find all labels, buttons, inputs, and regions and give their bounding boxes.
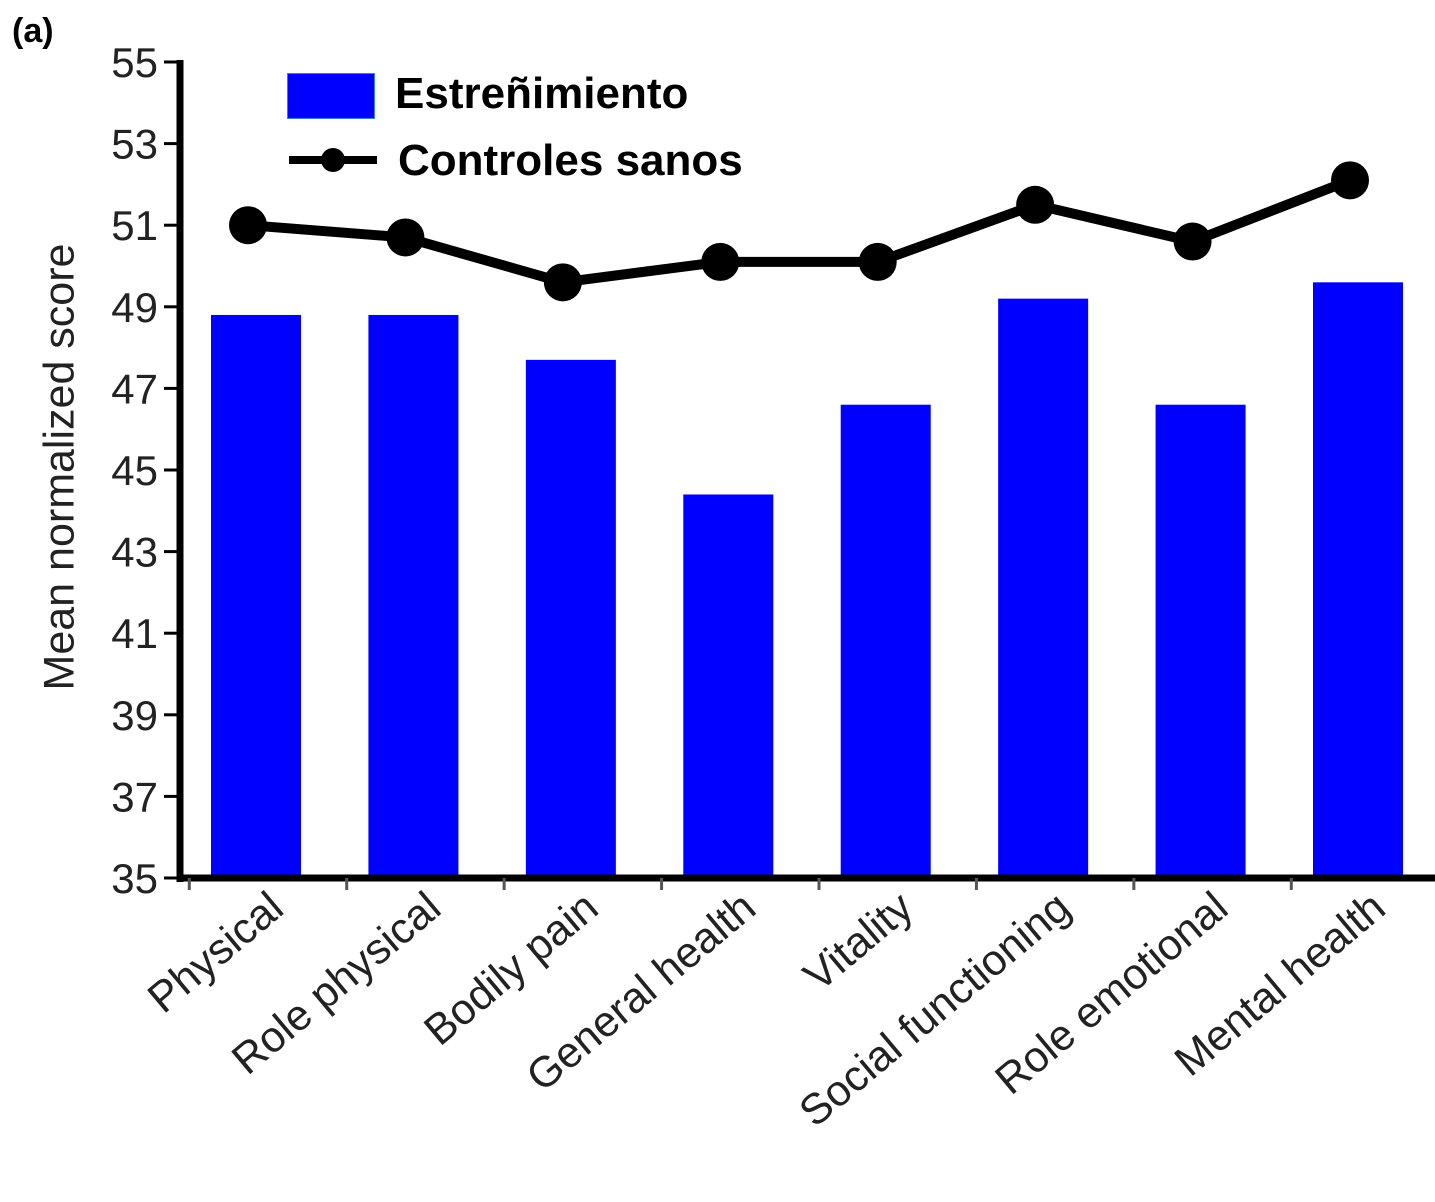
y-tick-label: 55	[111, 39, 158, 86]
line-point	[543, 263, 582, 302]
line-point	[386, 218, 425, 257]
y-tick-label: 39	[111, 692, 158, 739]
y-tick-label: 45	[111, 447, 158, 494]
bar	[368, 314, 459, 879]
x-tick-label: Social functioning	[791, 883, 1080, 1136]
bar	[1313, 282, 1403, 878]
bar	[525, 359, 616, 879]
bar	[683, 494, 774, 878]
line-point	[1331, 161, 1369, 200]
line-point	[229, 206, 267, 245]
bar	[840, 404, 931, 878]
line-point	[1016, 185, 1055, 224]
legend-swatch-bar	[287, 73, 375, 119]
y-tick-label: 43	[111, 529, 158, 576]
line-point	[701, 242, 740, 281]
x-tick-label: Physical	[139, 883, 293, 1023]
panel-label: (a)	[12, 12, 54, 50]
line-point	[858, 242, 897, 281]
x-tick-label: Vitality	[795, 883, 923, 1001]
bar	[998, 298, 1089, 878]
y-tick-label: 53	[111, 121, 158, 168]
y-tick-label: 51	[111, 202, 158, 249]
line-point	[1173, 222, 1212, 261]
bar	[211, 314, 301, 879]
line-series	[247, 175, 1352, 288]
bar	[1155, 404, 1246, 878]
y-tick-label: 41	[111, 610, 158, 657]
y-tick-label: 35	[111, 855, 158, 902]
y-tick-label: 49	[111, 284, 158, 331]
legend-label-line: Controles sanos	[398, 136, 743, 185]
y-tick-label: 37	[111, 773, 158, 820]
legend-label-bar: Estreñimiento	[395, 69, 689, 118]
y-tick-label: 47	[111, 365, 158, 412]
legend-swatch-line	[289, 148, 377, 172]
